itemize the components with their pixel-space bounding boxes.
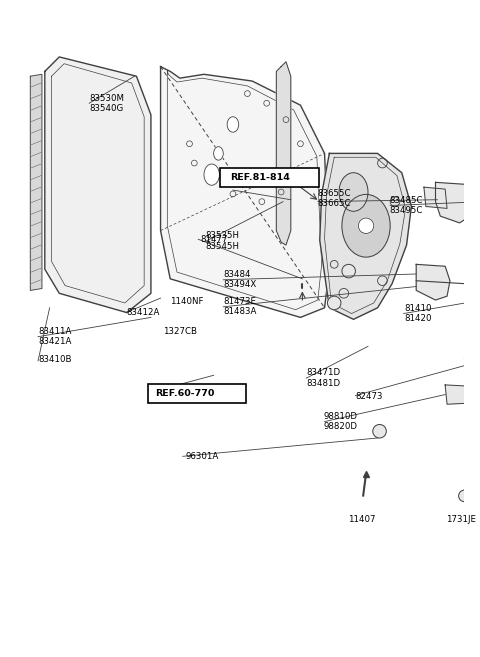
Circle shape bbox=[359, 218, 374, 233]
Text: 1140NF: 1140NF bbox=[170, 298, 204, 306]
Polygon shape bbox=[435, 183, 474, 223]
Text: 81410
81420: 81410 81420 bbox=[405, 304, 432, 323]
Polygon shape bbox=[416, 264, 450, 300]
Text: 96301A: 96301A bbox=[186, 452, 219, 461]
Polygon shape bbox=[320, 153, 411, 319]
Text: 1327CB: 1327CB bbox=[164, 327, 197, 336]
Ellipse shape bbox=[227, 117, 239, 132]
Text: 83410B: 83410B bbox=[38, 355, 72, 365]
Ellipse shape bbox=[342, 194, 390, 257]
Text: 81477: 81477 bbox=[200, 235, 228, 244]
Text: 83535H
83545H: 83535H 83545H bbox=[205, 231, 239, 251]
Polygon shape bbox=[276, 62, 291, 245]
Text: REF.81-814: REF.81-814 bbox=[230, 173, 290, 182]
Text: 83471D
83481D: 83471D 83481D bbox=[306, 369, 340, 388]
Text: 11407: 11407 bbox=[348, 516, 375, 524]
Text: REF.60-770: REF.60-770 bbox=[155, 389, 214, 398]
Ellipse shape bbox=[204, 164, 219, 185]
Text: 82473: 82473 bbox=[355, 392, 383, 401]
Text: 83411A
83421A: 83411A 83421A bbox=[38, 327, 72, 346]
Polygon shape bbox=[30, 74, 42, 290]
FancyBboxPatch shape bbox=[220, 168, 319, 187]
Text: 83485C
83495C: 83485C 83495C bbox=[389, 196, 423, 215]
Text: 83530M
83540G: 83530M 83540G bbox=[89, 93, 124, 113]
Text: 83484
83494X: 83484 83494X bbox=[223, 270, 256, 290]
Circle shape bbox=[459, 490, 470, 502]
Polygon shape bbox=[465, 358, 480, 375]
Circle shape bbox=[373, 424, 386, 438]
Text: 81473E
81483A: 81473E 81483A bbox=[223, 297, 257, 317]
FancyBboxPatch shape bbox=[148, 384, 246, 403]
Polygon shape bbox=[45, 57, 151, 313]
Ellipse shape bbox=[214, 147, 223, 160]
Polygon shape bbox=[161, 66, 329, 317]
Ellipse shape bbox=[339, 173, 368, 212]
Text: 83655C
83665C: 83655C 83665C bbox=[318, 189, 351, 208]
Text: 98810D
98820D: 98810D 98820D bbox=[324, 412, 358, 431]
Polygon shape bbox=[445, 385, 480, 404]
Circle shape bbox=[342, 264, 355, 278]
Text: 1731JE: 1731JE bbox=[446, 516, 476, 524]
Polygon shape bbox=[424, 187, 447, 208]
Text: 83412A: 83412A bbox=[127, 308, 160, 317]
Circle shape bbox=[327, 296, 341, 309]
